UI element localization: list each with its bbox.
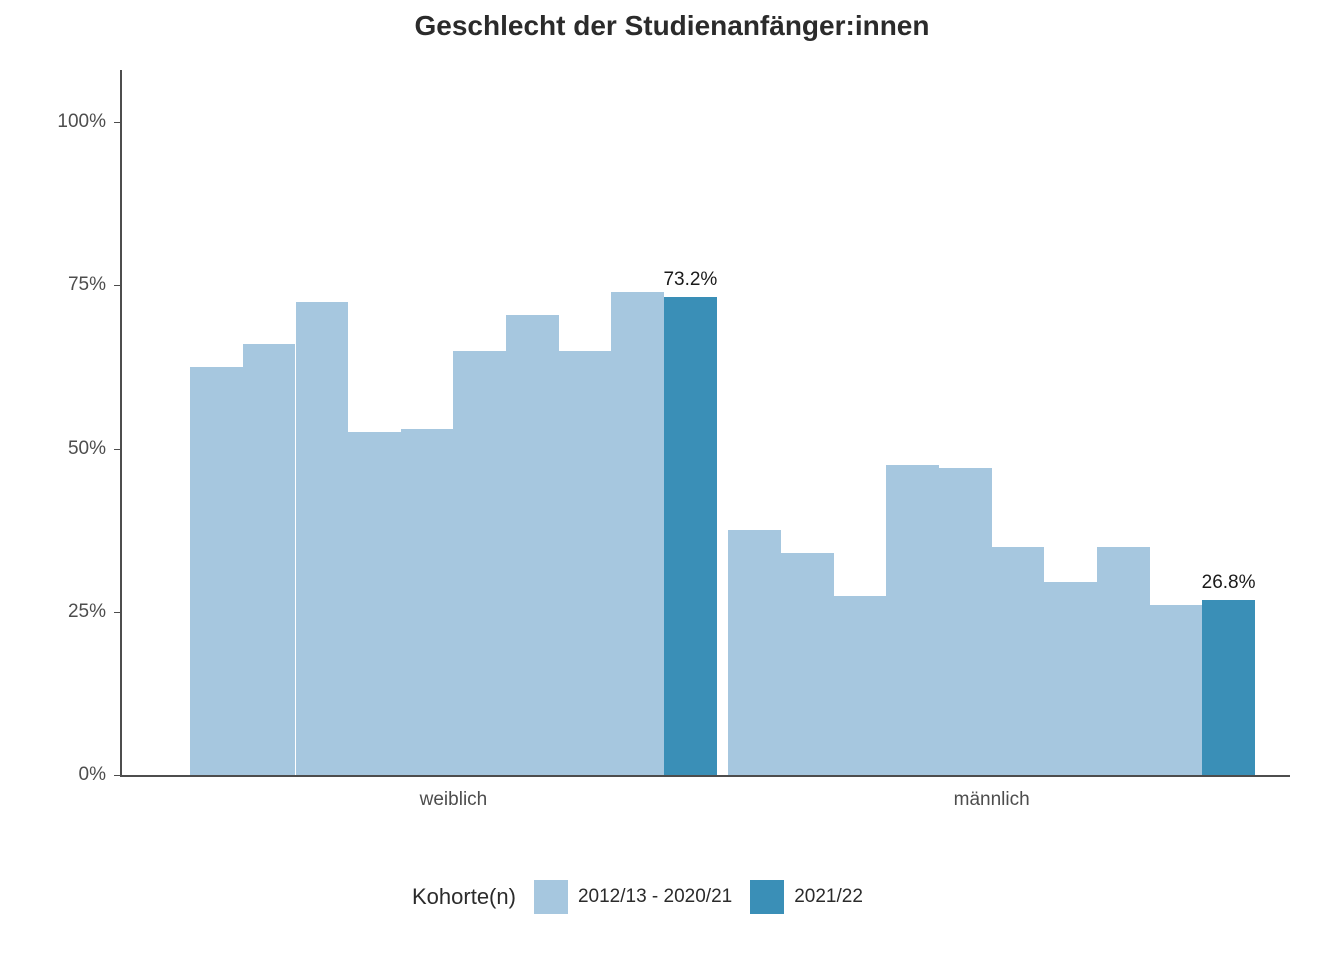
legend-swatch <box>534 880 568 914</box>
bar-historical <box>1044 582 1097 775</box>
bar-historical <box>1150 605 1203 775</box>
y-axis-line <box>120 70 122 775</box>
legend-label: 2021/22 <box>794 886 863 908</box>
bar-historical <box>453 351 506 775</box>
y-tick-mark <box>114 449 120 450</box>
bar-value-label: 73.2% <box>663 269 717 291</box>
bar-historical <box>781 553 834 775</box>
bar-historical <box>348 432 401 775</box>
y-tick-label: 0% <box>79 764 106 786</box>
legend-item: 2012/13 - 2020/21 <box>534 880 732 914</box>
y-tick-mark <box>114 285 120 286</box>
bar-historical <box>559 351 612 775</box>
y-tick-mark <box>114 122 120 123</box>
y-tick-label: 100% <box>57 111 106 133</box>
y-tick-label: 50% <box>68 438 106 460</box>
y-tick-label: 25% <box>68 601 106 623</box>
y-tick-mark <box>114 612 120 613</box>
x-axis-line <box>120 775 1290 777</box>
legend-item: 2021/22 <box>750 880 863 914</box>
y-tick-label: 75% <box>68 274 106 296</box>
bar-historical <box>939 468 992 775</box>
plot-area: 0%25%50%75%100%weiblichmännlich73.2%26.8… <box>120 70 1290 775</box>
bar-historical <box>401 429 454 775</box>
chart-container: Geschlecht der Studienanfänger:innen 0%2… <box>0 0 1344 960</box>
chart-title: Geschlecht der Studienanfänger:innen <box>0 10 1344 42</box>
bar-historical <box>1097 547 1150 775</box>
bar-value-label: 26.8% <box>1202 572 1256 594</box>
bar-historical <box>886 465 939 775</box>
legend-label: 2012/13 - 2020/21 <box>578 886 732 908</box>
legend: Kohorte(n) 2012/13 - 2020/21 2021/22 <box>412 880 881 914</box>
bar-historical <box>296 302 349 775</box>
bar-historical <box>728 530 781 775</box>
bar-historical <box>992 547 1045 775</box>
x-category-label: weiblich <box>420 789 488 811</box>
bar-current <box>664 297 717 775</box>
bar-historical <box>611 292 664 775</box>
bar-historical <box>190 367 243 775</box>
bar-historical <box>506 315 559 775</box>
legend-title: Kohorte(n) <box>412 884 516 910</box>
legend-swatch <box>750 880 784 914</box>
bar-historical <box>243 344 296 775</box>
bar-historical <box>834 596 887 776</box>
bar-current <box>1202 600 1255 775</box>
y-tick-mark <box>114 775 120 776</box>
x-category-label: männlich <box>954 789 1030 811</box>
